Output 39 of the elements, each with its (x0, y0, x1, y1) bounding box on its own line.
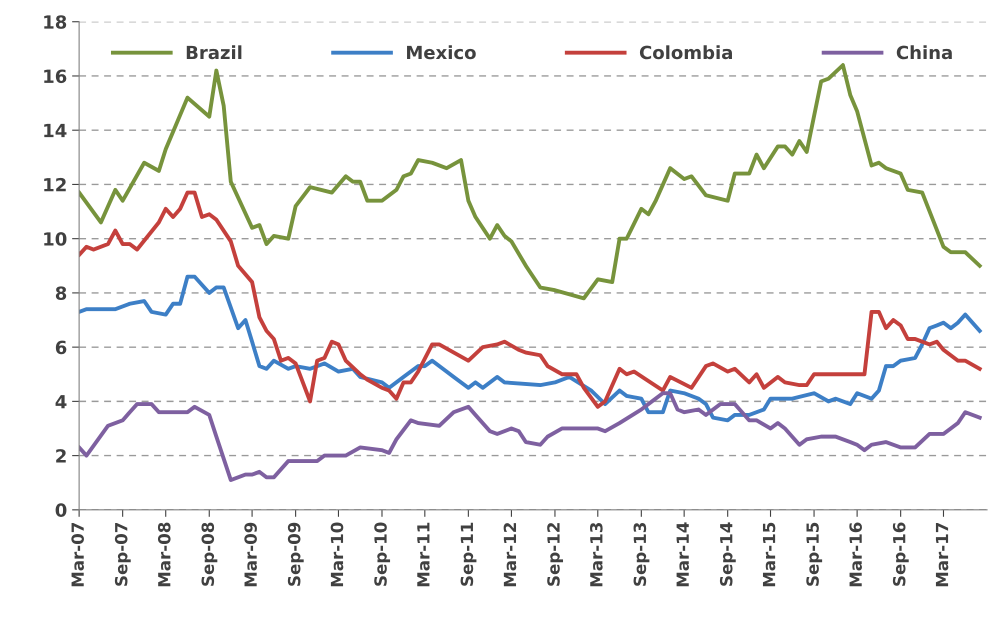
x-tick-label: Sep-08 (201, 522, 218, 586)
x-tick-label: Sep-15 (806, 522, 822, 586)
y-tick-label: 10 (44, 232, 66, 246)
x-tick-label: Mar-15 (762, 522, 776, 586)
x-tick-label: Mar-13 (590, 522, 603, 586)
y-tick-label: 16 (44, 69, 66, 84)
x-tick-label: Mar-16 (849, 522, 862, 586)
legend-label: Mexico (407, 45, 476, 60)
x-tick-label: Sep-10 (374, 522, 390, 586)
x-tick-label: Sep-13 (634, 522, 650, 586)
legend-label: Brazil (186, 45, 242, 60)
x-tick-label: Sep-11 (460, 522, 476, 586)
y-tick-label: 18 (44, 15, 66, 29)
x-tick-label: Mar-09 (244, 522, 257, 586)
legend-label: China (896, 45, 952, 60)
y-tick-label: 4 (56, 395, 66, 408)
x-tick-label: Mar-11 (417, 522, 430, 586)
x-tick-label: Mar-08 (158, 522, 171, 586)
x-tick-label: Mar-12 (504, 523, 516, 586)
x-tick-label: Sep-12 (547, 523, 564, 586)
y-tick-label: 6 (56, 340, 66, 354)
x-tick-label: Mar-14 (676, 522, 689, 586)
x-tick-label: Mar-17 (936, 522, 948, 586)
x-tick-label: Sep-16 (892, 522, 909, 586)
line-series (79, 274, 982, 422)
line-series (79, 190, 982, 409)
y-tick-label: 0 (56, 503, 66, 517)
x-tick-label: Sep-09 (288, 522, 304, 586)
line-series (79, 63, 982, 300)
y-tick-label: 14 (44, 124, 66, 138)
y-tick-label: 12 (44, 178, 66, 192)
x-tick-label: Mar-07 (71, 522, 84, 586)
y-tick-label: 8 (56, 286, 66, 300)
x-tick-label: Sep-14 (720, 522, 736, 586)
legend-label: Colombia (640, 45, 732, 60)
y-tick-label: 2 (56, 449, 66, 462)
x-tick-label: Mar-10 (330, 522, 344, 586)
x-tick-label: Sep-07 (114, 522, 131, 586)
line-series (79, 391, 982, 482)
